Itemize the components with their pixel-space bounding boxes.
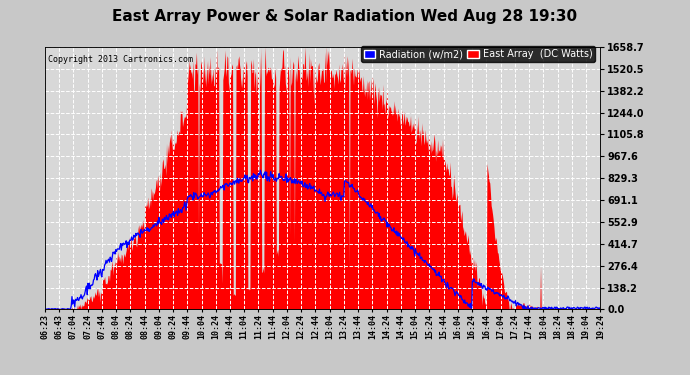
Text: East Array Power & Solar Radiation Wed Aug 28 19:30: East Array Power & Solar Radiation Wed A… bbox=[112, 9, 578, 24]
Text: Copyright 2013 Cartronics.com: Copyright 2013 Cartronics.com bbox=[48, 55, 193, 64]
Legend: Radiation (w/m2), East Array  (DC Watts): Radiation (w/m2), East Array (DC Watts) bbox=[361, 46, 595, 62]
